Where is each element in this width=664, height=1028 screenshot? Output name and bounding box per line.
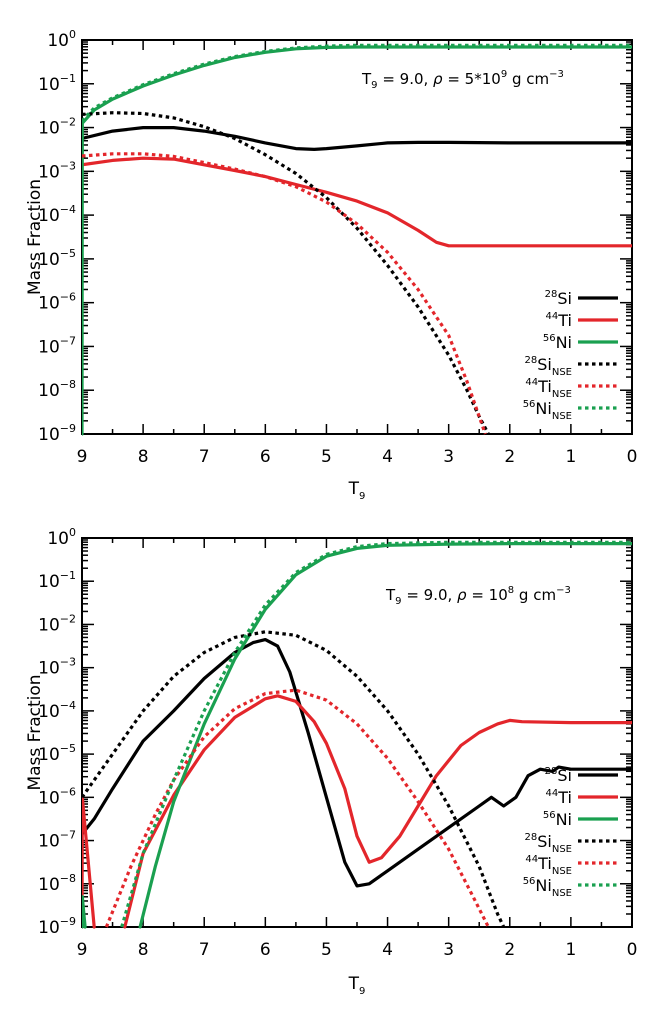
chart-panel-2: 9 8 7 6 5 4 3 2 1 0 10−9 10−8 10−7 10−6 10−5 10−4 10−3 10…: [25, 526, 637, 997]
chart-panel-1: 9 8 7 6 5 4 3 2 1 0 10−9 10−8 10−7 10−6 10−5 10−4 10−3 10…: [25, 28, 637, 502]
y-tick-label: 10−1: [38, 569, 76, 592]
legend-label: 44TiNSE: [525, 377, 572, 400]
series-line-44ti-nse: [82, 152, 487, 435]
x-tick-label: 0: [627, 940, 638, 960]
y-tick-label: 10−1: [38, 72, 76, 95]
x-tick-label: 8: [138, 447, 149, 467]
y-tick-label: 100: [47, 526, 76, 549]
y-axis-label: Mass Fraction: [25, 674, 45, 790]
y-tick-label: 10−5: [38, 247, 76, 270]
series-line-56ni: [82, 45, 632, 436]
x-tick-label: 8: [138, 940, 149, 960]
x-tick-label: 2: [504, 447, 515, 467]
series-line-28si-nse: [82, 111, 490, 435]
y-tick-label: 10−8: [38, 378, 76, 401]
y-tick-label: 10−7: [38, 829, 76, 852]
y-tick-label: 10−9: [38, 915, 76, 938]
series-line-44ti-main: [123, 694, 632, 929]
y-tick-label: 10−4: [38, 203, 76, 226]
y-tick-label: 10−2: [38, 116, 76, 139]
x-tick-label: 6: [260, 940, 271, 960]
legend-label: 28SiNSE: [525, 832, 573, 855]
condition-annotation: T9 = 9.0, ρ = 108 g cm−3: [385, 585, 571, 607]
legend-label: 28SiNSE: [525, 355, 573, 378]
x-tick-label: 0: [627, 447, 638, 467]
series-line-56ni-main: [138, 541, 632, 929]
x-tick-label: 9: [77, 940, 88, 960]
series-line-44ti: [82, 156, 632, 248]
legend-label: 44TiNSE: [525, 854, 572, 877]
legend-label: 44Ti: [546, 788, 572, 807]
series-group: [82, 43, 632, 436]
legend-label: 56Ni: [543, 333, 572, 352]
x-tick-label: 1: [565, 940, 576, 960]
series-line-56ni: [82, 895, 87, 929]
y-tick-label: 10−4: [38, 699, 76, 722]
x-tick-label: 2: [504, 940, 515, 960]
series-line-56ni-nse: [82, 43, 632, 123]
condition-annotation: T9 = 9.0, ρ = 5*109 g cm−3: [361, 69, 564, 91]
y-tick-label: 10−8: [38, 872, 76, 895]
y-tick-label: 10−7: [38, 334, 76, 357]
x-tick-label: 3: [443, 940, 454, 960]
legend-label: 56NiNSE: [523, 876, 572, 899]
legend-label: 44Ti: [546, 311, 572, 330]
x-tick-label: 6: [260, 447, 271, 467]
y-tick-label: 10−3: [38, 159, 76, 182]
series-line-28si: [82, 125, 632, 151]
legend-label: 56Ni: [543, 810, 572, 829]
series-line-28si-nse: [82, 630, 506, 928]
x-tick-label: 5: [321, 447, 332, 467]
x-tick-label: 4: [382, 447, 393, 467]
y-tick-label: 10−9: [38, 422, 76, 445]
x-tick-label: 3: [443, 447, 454, 467]
x-tick-label: 7: [199, 940, 210, 960]
y-tick-label: 10−6: [38, 785, 76, 808]
y-tick-label: 10−2: [38, 612, 76, 635]
y-tick-label: 10−5: [38, 742, 76, 765]
x-tick-label: 4: [382, 940, 393, 960]
x-tick-label: 9: [77, 447, 88, 467]
y-axis-label: Mass Fraction: [25, 179, 45, 295]
legend-label: 56NiNSE: [523, 399, 572, 422]
series-group: [82, 540, 632, 929]
series-line-44ti-nse: [104, 688, 490, 928]
y-tick-label: 10−3: [38, 656, 76, 679]
x-tick-label: 1: [565, 447, 576, 467]
series-line-56ni-nse: [120, 540, 632, 928]
y-tick-label: 10−6: [38, 291, 76, 314]
legend-label: 28Si: [545, 289, 572, 308]
legend-label: 28Si: [545, 766, 572, 785]
plot-frame: [81, 39, 633, 435]
y-tick-label: 100: [47, 28, 76, 51]
x-axis-label: T9: [348, 974, 366, 997]
x-tick-label: 7: [199, 447, 210, 467]
series-line-28si: [82, 637, 632, 888]
x-axis-label: T9: [348, 479, 366, 502]
x-tick-label: 5: [321, 940, 332, 960]
